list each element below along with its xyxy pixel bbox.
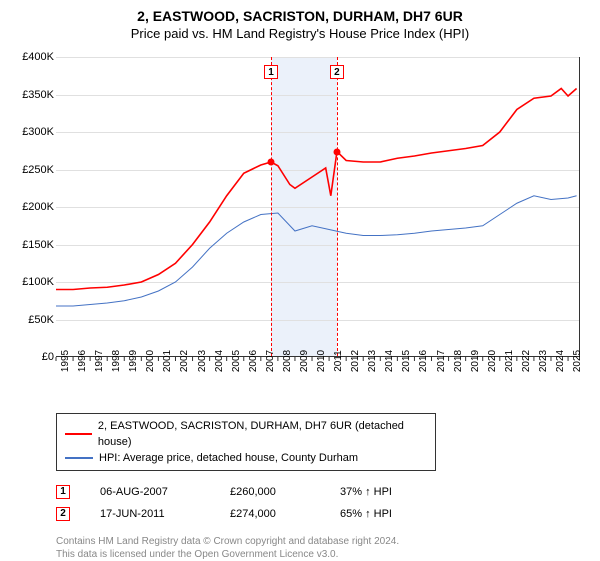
x-axis-tick-label: 2010: [316, 350, 327, 372]
legend-box: 2, EASTWOOD, SACRISTON, DURHAM, DH7 6UR …: [56, 413, 436, 471]
plot-region: 12: [56, 57, 580, 357]
x-axis-tick-label: 2002: [179, 350, 190, 372]
x-axis-tick-label: 1999: [128, 350, 139, 372]
x-axis-tick-label: 2011: [333, 350, 344, 372]
x-axis-tick-label: 2015: [401, 350, 412, 372]
x-axis-tick-label: 2003: [197, 350, 208, 372]
x-axis-tick-label: 2023: [538, 350, 549, 372]
legend-swatch: [65, 433, 92, 435]
x-axis-tick-label: 2001: [162, 350, 173, 372]
series-line-hpi: [56, 196, 577, 306]
x-axis-tick-label: 2019: [470, 350, 481, 372]
sale-price: £274,000: [230, 503, 310, 525]
x-axis-tick-label: 2005: [231, 350, 242, 372]
x-axis-tick-label: 1995: [60, 350, 71, 372]
y-axis-tick-label: £0: [42, 351, 54, 363]
x-axis-tick-label: 2021: [504, 350, 515, 372]
sale-price: £260,000: [230, 481, 310, 503]
y-axis-tick-label: £250K: [22, 164, 54, 176]
footer-line: This data is licensed under the Open Gov…: [56, 548, 590, 561]
sale-point: [268, 159, 275, 166]
chart-area: 12 £0£50K£100K£150K£200K£250K£300K£350K£…: [10, 49, 590, 409]
chart-subtitle: Price paid vs. HM Land Registry's House …: [10, 26, 590, 41]
x-axis-tick-label: 2025: [572, 350, 583, 372]
sale-pct: 65% ↑ HPI: [340, 503, 430, 525]
footer-attribution: Contains HM Land Registry data © Crown c…: [56, 535, 590, 561]
sale-point: [333, 148, 340, 155]
footer-line: Contains HM Land Registry data © Crown c…: [56, 535, 590, 548]
x-axis-tick-label: 2012: [350, 350, 361, 372]
legend-row: HPI: Average price, detached house, Coun…: [65, 450, 427, 466]
x-axis-tick-label: 2022: [521, 350, 532, 372]
sales-table: 1 06-AUG-2007 £260,000 37% ↑ HPI 2 17-JUN-201…: [56, 481, 590, 525]
legend-label: HPI: Average price, detached house, Coun…: [99, 450, 358, 466]
x-axis-tick-label: 2020: [487, 350, 498, 372]
x-axis-tick-label: 2009: [299, 350, 310, 372]
x-axis-tick-label: 2016: [418, 350, 429, 372]
x-axis-tick-label: 1998: [111, 350, 122, 372]
sale-marker-2: 2: [330, 65, 344, 79]
x-axis-tick-label: 2006: [248, 350, 259, 372]
y-axis-tick-label: £50K: [28, 314, 54, 326]
y-axis-tick-label: £300K: [22, 126, 54, 138]
sale-date: 17-JUN-2011: [100, 503, 200, 525]
sale-row-marker: 1: [56, 485, 70, 499]
x-axis-tick-label: 1997: [94, 350, 105, 372]
x-axis-tick-label: 2013: [367, 350, 378, 372]
legend-label: 2, EASTWOOD, SACRISTON, DURHAM, DH7 6UR …: [98, 418, 427, 450]
x-axis-tick-label: 2014: [384, 350, 395, 372]
chart-title: 2, EASTWOOD, SACRISTON, DURHAM, DH7 6UR: [10, 8, 590, 24]
legend-row: 2, EASTWOOD, SACRISTON, DURHAM, DH7 6UR …: [65, 418, 427, 450]
sale-row: 1 06-AUG-2007 £260,000 37% ↑ HPI: [56, 481, 590, 503]
x-axis-tick-label: 2018: [453, 350, 464, 372]
y-axis-tick-label: £150K: [22, 239, 54, 251]
y-axis-tick-label: £100K: [22, 276, 54, 288]
legend-swatch: [65, 457, 93, 459]
sale-date: 06-AUG-2007: [100, 481, 200, 503]
y-axis-tick-label: £200K: [22, 201, 54, 213]
x-axis-tick-label: 1996: [77, 350, 88, 372]
x-axis-tick-label: 2007: [265, 350, 276, 372]
sale-row-marker: 2: [56, 507, 70, 521]
x-axis-tick-label: 2000: [145, 350, 156, 372]
x-axis-tick-label: 2004: [214, 350, 225, 372]
x-axis-tick-label: 2017: [436, 350, 447, 372]
x-axis-tick-label: 2008: [282, 350, 293, 372]
y-axis-tick-label: £350K: [22, 89, 54, 101]
sale-row: 2 17-JUN-2011 £274,000 65% ↑ HPI: [56, 503, 590, 525]
sale-pct: 37% ↑ HPI: [340, 481, 430, 503]
series-line-property: [56, 89, 577, 290]
y-axis-tick-label: £400K: [22, 51, 54, 63]
sale-marker-1: 1: [264, 65, 278, 79]
x-axis-tick-label: 2024: [555, 350, 566, 372]
